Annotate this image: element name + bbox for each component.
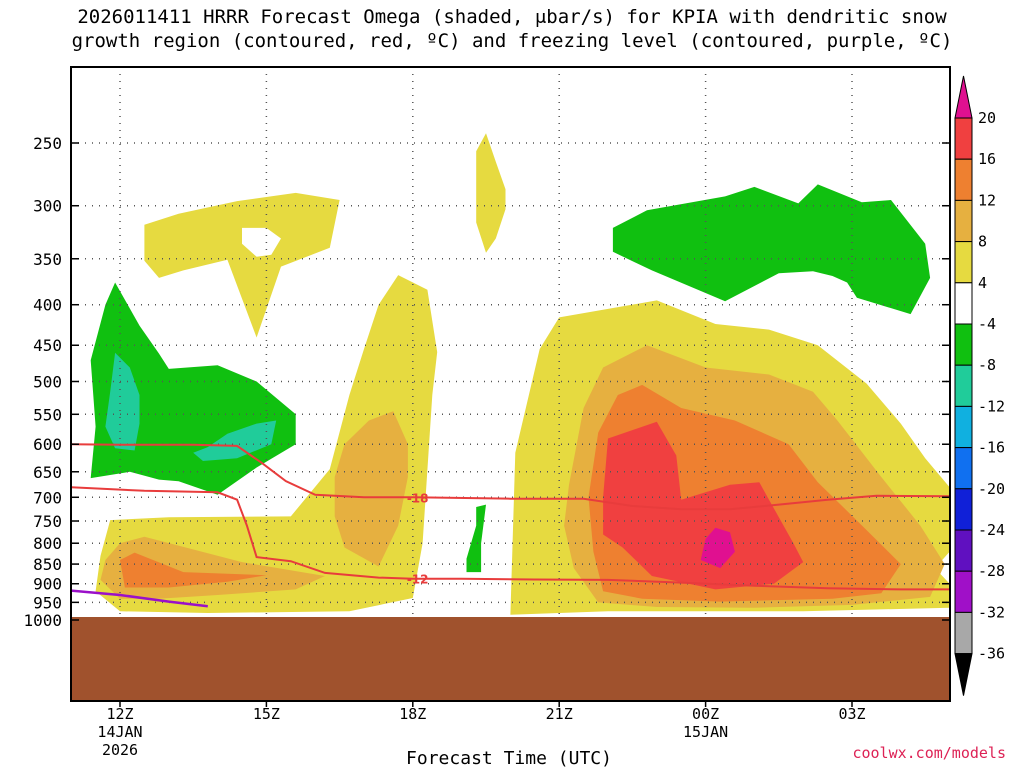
ground-fill xyxy=(71,617,950,701)
y-tick-label-450: 450 xyxy=(33,336,62,355)
x-axis-title: Forecast Time (UTC) xyxy=(406,748,612,768)
x-tick-sublabel-00Z: 15JAN xyxy=(683,723,728,741)
colorbar-label-6: -8 xyxy=(978,356,996,374)
colorbar-box-9 xyxy=(954,447,973,490)
y-tick-label-1000: 1000 xyxy=(23,611,62,630)
chart-title-line1: 2026011411 HRRR Forecast Omega (shaded, … xyxy=(77,6,947,28)
colorbar-label-10: -24 xyxy=(978,521,1005,539)
colorbar-box-7 xyxy=(954,364,973,407)
colorbar-label-7: -12 xyxy=(978,397,1005,415)
colorbar-label-5: -4 xyxy=(978,315,996,333)
y-tick-label-500: 500 xyxy=(33,373,62,392)
colorbar-box-12 xyxy=(954,570,973,613)
y-tick-label-950: 950 xyxy=(33,593,62,612)
x-tick-sublabel-12Z: 14JAN xyxy=(97,723,142,741)
colorbar-label-3: 8 xyxy=(978,233,987,251)
y-tick-label-250: 250 xyxy=(33,134,62,153)
x-tick-label-21Z: 21Z xyxy=(546,705,573,723)
colorbar-box-2 xyxy=(954,158,973,201)
colorbar-box-4 xyxy=(954,241,973,284)
colorbar-label-11: -28 xyxy=(978,562,1005,580)
dgz-contour-label-18: -18 xyxy=(407,491,429,505)
omega-shading-layer xyxy=(90,133,950,615)
colorbar-label-4: 4 xyxy=(978,274,987,292)
dgz-contour-12 xyxy=(71,486,950,591)
y-tick-label-750: 750 xyxy=(33,512,62,531)
omega-region-4-2 xyxy=(476,133,506,253)
colorbar-box-8 xyxy=(954,405,973,449)
dgz-contour-label-12: -12 xyxy=(407,573,429,587)
omega-region--8-7 xyxy=(193,420,277,461)
omega-region--4-1 xyxy=(242,227,281,257)
omega-region-4-0 xyxy=(144,192,340,338)
colorbar-label-12: -32 xyxy=(978,603,1005,621)
y-tick-label-900: 900 xyxy=(33,575,62,594)
pressure-axis: 2503003504004505005506006507007508008509… xyxy=(23,134,950,630)
colorbar-box-10 xyxy=(954,488,973,531)
site-credit: coolwx.com/models xyxy=(852,744,1006,762)
x-tick-label-12Z: 12Z xyxy=(106,705,133,723)
omega-region--4-9 xyxy=(466,504,486,573)
y-tick-label-300: 300 xyxy=(33,197,62,216)
colorbar-box-6 xyxy=(954,323,973,366)
colorbar-label-1: 16 xyxy=(978,150,996,168)
colorbar-bottom-arrow xyxy=(954,653,973,696)
colorbar-label-0: 20 xyxy=(978,109,996,127)
x-tick-label-03Z: 03Z xyxy=(838,705,865,723)
grid-layer xyxy=(71,67,950,701)
colorbar-box-3 xyxy=(954,199,973,243)
colorbar-box-13 xyxy=(954,611,973,655)
omega-region--4-8 xyxy=(612,184,931,315)
colorbar-label-8: -16 xyxy=(978,439,1005,457)
x-tick-label-00Z: 00Z xyxy=(692,705,719,723)
y-tick-label-600: 600 xyxy=(33,435,62,454)
chart-title-line2: growth region (contoured, red, ºC) and f… xyxy=(71,30,953,52)
omega-region-8-11 xyxy=(334,411,408,567)
y-tick-label-400: 400 xyxy=(33,296,62,315)
colorbar-label-9: -20 xyxy=(978,480,1005,498)
omega-region-16-15 xyxy=(603,421,804,590)
omega-region-20-16 xyxy=(700,527,735,569)
freezing-level-contour-0 xyxy=(71,589,208,608)
y-tick-label-650: 650 xyxy=(33,463,62,482)
dgz-contour-18 xyxy=(71,443,950,511)
y-tick-label-550: 550 xyxy=(33,405,62,424)
omega-colorbar: 20 16 12 8 4 -4 -8 -12 -16 -20 -24 -28 -32 -36 xyxy=(954,75,1005,696)
x-tick-label-15Z: 15Z xyxy=(253,705,280,723)
colorbar-top-arrow xyxy=(954,75,973,119)
x-tick-label-18Z: 18Z xyxy=(399,705,426,723)
y-tick-label-700: 700 xyxy=(33,488,62,507)
contour-layer: -18 -12 xyxy=(71,443,950,608)
y-tick-label-800: 800 xyxy=(33,534,62,553)
plot-frame xyxy=(70,66,951,702)
colorbar-box-5 xyxy=(954,282,973,325)
colorbar-box-11 xyxy=(954,529,973,572)
y-tick-label-350: 350 xyxy=(33,250,62,269)
y-tick-label-850: 850 xyxy=(33,555,62,574)
omega-region-12-13 xyxy=(120,552,267,588)
colorbar-box-1 xyxy=(954,117,973,160)
colorbar-label-2: 12 xyxy=(978,191,996,209)
omega-region--8-6 xyxy=(105,352,140,451)
x-tick-year-12Z: 2026 xyxy=(102,741,138,759)
colorbar-label-13: -36 xyxy=(978,645,1005,663)
